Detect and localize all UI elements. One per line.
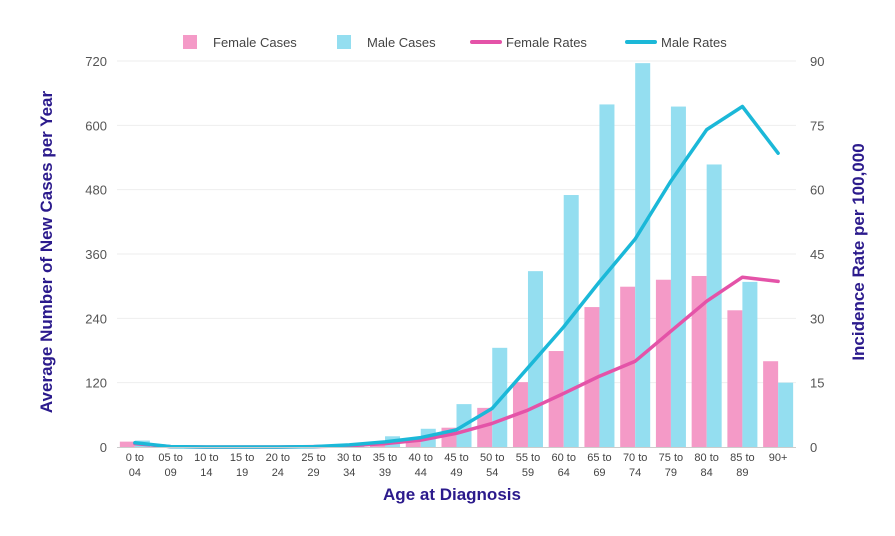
x-tick-label: 80 to 84 (694, 452, 718, 479)
bar-male-cases (742, 281, 758, 447)
y-tick-label: 240 (85, 311, 107, 326)
bar-female-cases (655, 279, 671, 447)
x-tick-label: 40 to 44 (409, 452, 433, 479)
bar-female-cases (620, 286, 636, 447)
x-tick-label: 85 to 89 (730, 452, 754, 479)
x-tick-label: 05 to 09 (158, 452, 182, 479)
legend-label-male-rates: Male Rates (661, 35, 727, 50)
x-tick-label: 15 to 19 (230, 452, 254, 479)
y2-tick-label: 15 (810, 376, 824, 391)
y2-tick-label: 90 (810, 54, 824, 69)
left-axis-ticks: 0 120 240 360 480 600 720 (85, 54, 107, 455)
y2-axis-title: Incidence Rate per 100,000 (849, 143, 868, 360)
x-tick-label: 60 to 64 (551, 452, 575, 479)
y-axis-title: Average Number of New Cases per Year (37, 91, 56, 414)
x-tick-label: 65 to 69 (587, 452, 611, 479)
legend-swatch-male-cases (337, 35, 351, 49)
bar-male-cases (670, 106, 686, 447)
legend-label-female-rates: Female Rates (506, 35, 587, 50)
bar-female-cases (119, 441, 135, 447)
x-tick-label: 70 to 74 (623, 452, 647, 479)
bars (119, 63, 794, 448)
bar-female-cases (727, 310, 743, 447)
bar-male-cases (563, 195, 579, 447)
y2-tick-label: 30 (810, 311, 824, 326)
bar-female-cases (691, 275, 707, 447)
y-tick-label: 360 (85, 247, 107, 262)
y2-tick-label: 45 (810, 247, 824, 262)
x-axis-title: Age at Diagnosis (383, 485, 521, 504)
legend-label-female-cases: Female Cases (213, 35, 297, 50)
bar-male-cases (778, 382, 794, 447)
x-axis-ticks: 0 to 04 05 to 09 10 to 14 15 to 19 20 to 24 25 to 2… (126, 452, 788, 479)
y-tick-label: 0 (100, 440, 107, 455)
y2-tick-label: 75 (810, 118, 824, 133)
legend: Female Cases Male Cases Female Rates Male R… (183, 35, 727, 50)
bar-male-cases (635, 63, 651, 448)
y-tick-label: 480 (85, 183, 107, 198)
x-tick-label: 45 to 49 (444, 452, 468, 479)
x-tick-label: 30 to 34 (337, 452, 361, 479)
x-tick-label: 90+ (769, 452, 788, 464)
x-tick-label: 10 to 14 (194, 452, 218, 479)
x-tick-label: 20 to 24 (266, 452, 290, 479)
x-tick-label: 75 to 79 (659, 452, 683, 479)
y2-tick-label: 60 (810, 183, 824, 198)
legend-swatch-female-cases (183, 35, 197, 49)
bar-female-cases (548, 351, 564, 447)
x-tick-label: 35 to 39 (373, 452, 397, 479)
y-tick-label: 120 (85, 376, 107, 391)
right-axis-ticks: 0 15 30 45 60 75 90 (810, 54, 824, 455)
bar-female-cases (405, 439, 421, 447)
y-tick-label: 600 (85, 118, 107, 133)
bar-female-cases (763, 361, 779, 447)
bar-male-cases (706, 164, 722, 447)
x-tick-label: 25 to 29 (301, 452, 325, 479)
x-tick-label: 50 to 54 (480, 452, 504, 479)
bar-female-cases (584, 307, 600, 447)
x-tick-label: 0 to 04 (126, 452, 144, 479)
y-tick-label: 720 (85, 54, 107, 69)
legend-label-male-cases: Male Cases (367, 35, 436, 50)
x-tick-label: 55 to 59 (516, 452, 540, 479)
y2-tick-label: 0 (810, 440, 817, 455)
bar-male-cases (599, 104, 615, 448)
bar-female-cases (477, 407, 493, 447)
